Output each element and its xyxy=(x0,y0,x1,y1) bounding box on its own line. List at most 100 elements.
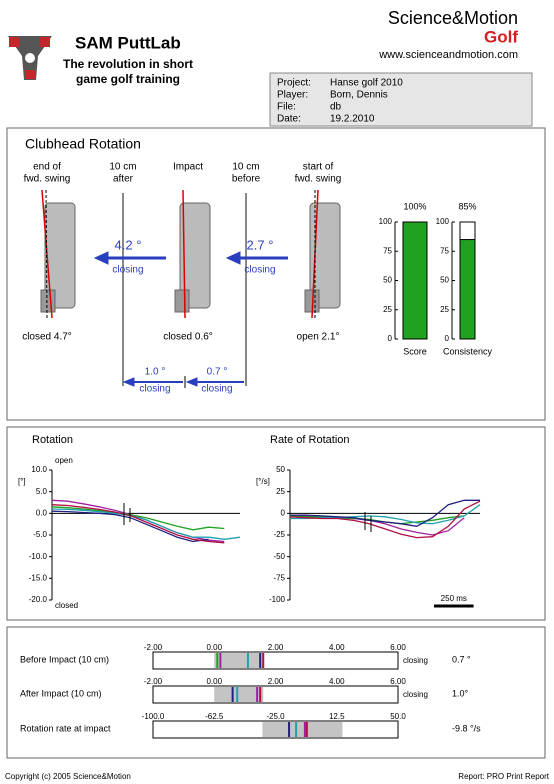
y-tick-label: -75 xyxy=(273,573,285,582)
y-tick-label: 50 xyxy=(440,276,449,285)
x-tick-label: -100.0 xyxy=(142,712,165,721)
range xyxy=(214,653,264,668)
column-label: fwd. swing xyxy=(24,174,71,185)
y-tick-label: 25 xyxy=(383,305,392,314)
x-tick-label: 0.00 xyxy=(206,643,222,652)
chart-title: Rate of Rotation xyxy=(270,434,350,446)
section-title: Clubhead Rotation xyxy=(25,136,141,152)
arrow-value: 1.0 ° xyxy=(145,367,166,378)
series-line xyxy=(51,506,225,531)
value-label: 100% xyxy=(403,201,426,211)
y-tick-label: 5.0 xyxy=(36,487,48,496)
y-tick-label: 75 xyxy=(440,246,449,255)
y-tick-label: -20.0 xyxy=(29,595,48,604)
column-label: after xyxy=(113,174,134,185)
section-frame xyxy=(6,426,546,621)
x-tick-label: 2.00 xyxy=(268,643,284,652)
series-line xyxy=(290,499,480,527)
y-tick-label: -15.0 xyxy=(29,573,48,582)
charts: 0 0 25 25 50 50 75 75 100 100 100% Score 85% Consiste… xyxy=(18,201,493,739)
info-value: Born, Dennis xyxy=(330,90,388,101)
value-label: 85% xyxy=(458,201,476,211)
y-tick-label: 0 xyxy=(445,334,450,343)
range-frame xyxy=(152,651,399,670)
x-tick-label: 12.5 xyxy=(329,712,345,721)
y-tick-label: 0 xyxy=(388,334,393,343)
column-label: fwd. swing xyxy=(295,174,342,185)
x-tick-label: -2.00 xyxy=(144,677,163,686)
series-line xyxy=(51,504,225,544)
tagline: The revolution in short xyxy=(63,57,193,71)
x-tick-label: -25.0 xyxy=(266,712,285,721)
position-label: closed 4.7° xyxy=(22,332,72,343)
brand: Science&Motion xyxy=(388,8,518,28)
y-tick-label: 0.0 xyxy=(36,508,48,517)
y-tick-label: 50 xyxy=(383,276,392,285)
x-tick-label: -62.5 xyxy=(205,712,224,721)
y-tick-label: 25 xyxy=(440,305,449,314)
y-tick-label: -50 xyxy=(273,552,285,561)
column-label: start of xyxy=(303,162,334,173)
column-label: Impact xyxy=(173,162,203,173)
x-tick-label: 6.00 xyxy=(390,643,406,652)
arrow-value: 0.7 ° xyxy=(207,367,228,378)
series-line xyxy=(289,500,481,539)
y-tick-label: -25 xyxy=(273,530,285,539)
y-tick-label: 10.0 xyxy=(31,465,47,474)
annotation: open xyxy=(55,456,73,465)
scale-label: 250 ms xyxy=(441,594,467,603)
row-label: Rotation rate at impact xyxy=(20,723,111,733)
series-line xyxy=(290,504,481,525)
report-name: Report: PRO Print Report xyxy=(458,772,549,781)
y-axis-label: [°/s] xyxy=(256,477,270,486)
copyright: Copyright (c) 2005 Science&Motion xyxy=(5,772,131,781)
tagline: game golf training xyxy=(76,72,180,86)
y-tick-label: 75 xyxy=(383,246,392,255)
url: www.scienceandmotion.com xyxy=(378,49,518,61)
info-value: Hanse golf 2010 xyxy=(330,78,403,89)
result: 0.7 ° xyxy=(452,654,471,664)
info-value: db xyxy=(330,102,342,113)
arrows xyxy=(93,251,288,388)
section-frame xyxy=(6,127,546,421)
info-key: Player: xyxy=(277,90,308,101)
y-tick-label: -100 xyxy=(269,595,286,604)
series-line xyxy=(51,508,241,540)
row-label: Before Impact (10 cm) xyxy=(20,654,109,664)
arrow-value: 4.2 ° xyxy=(115,237,142,252)
impact-marker xyxy=(123,503,372,532)
position-label: closed 0.6° xyxy=(163,332,213,343)
range xyxy=(262,722,343,737)
result: 1.0° xyxy=(452,688,469,698)
y-tick-label: -5.0 xyxy=(33,530,47,539)
column-label: 10 cm xyxy=(232,162,259,173)
position-label: open 2.1° xyxy=(297,332,340,343)
bar xyxy=(459,239,476,340)
arrow-label: closing xyxy=(201,384,232,395)
arrow-label: closing xyxy=(244,265,275,276)
info-value: 19.2.2010 xyxy=(330,114,375,125)
x-tick-label: -2.00 xyxy=(144,643,163,652)
column-label: 10 cm xyxy=(109,162,136,173)
y-tick-label: -10.0 xyxy=(29,552,48,561)
x-tick-label: 6.00 xyxy=(390,677,406,686)
section-frame xyxy=(6,626,546,759)
end-label: closing xyxy=(403,690,428,699)
info-key: Date: xyxy=(277,114,301,125)
bar xyxy=(402,221,428,340)
column-label: before xyxy=(232,174,261,185)
info-key: Project: xyxy=(277,78,311,89)
x-tick-label: 50.0 xyxy=(390,712,406,721)
app-title: SAM PuttLab xyxy=(75,33,181,52)
column-label: end of xyxy=(33,162,61,173)
annotation: closed xyxy=(55,601,78,610)
y-tick-label: 25 xyxy=(276,487,285,496)
putter xyxy=(304,189,341,319)
x-tick-label: 2.00 xyxy=(268,677,284,686)
result: -9.8 °/s xyxy=(452,723,481,733)
y-tick-label: 100 xyxy=(379,217,393,226)
row-label: After Impact (10 cm) xyxy=(20,688,102,698)
arrow-value: 2.7 ° xyxy=(247,237,274,252)
info-box xyxy=(269,72,533,127)
